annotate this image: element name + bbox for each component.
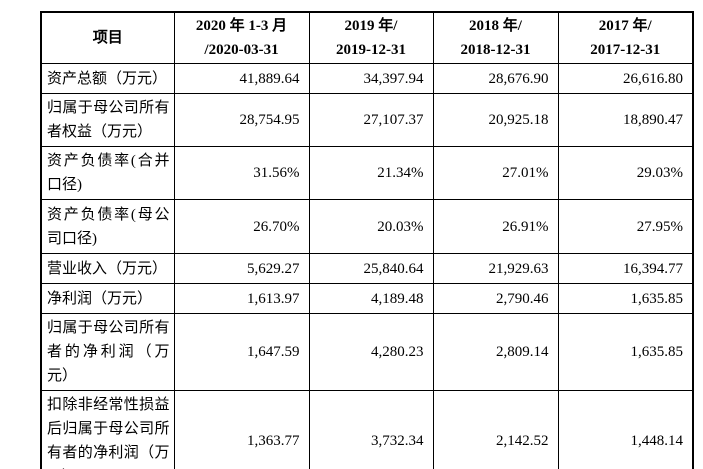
cell-value: 20.03% xyxy=(308,199,434,254)
table-row-total-assets: 资产总额（万元） 41,889.64 34,397.94 28,676.90 2… xyxy=(40,63,694,94)
cell-value: 2,809.14 xyxy=(432,313,559,391)
cell-value: 2,142.52 xyxy=(432,390,559,469)
header-row: 项目 2020 年 1-3 月 /2020-03-31 2019 年/ 2019… xyxy=(40,11,694,64)
table-row-net-profit-excl-nonrecurring: 扣除非经常性损益后归属于母公司所有者的净利润（万元） 1,363.77 3,73… xyxy=(40,390,694,469)
cell-value: 28,754.95 xyxy=(173,93,310,147)
table-row-debt-ratio-parent: 资产负债率(母公司口径) 26.70% 20.03% 26.91% 27.95% xyxy=(40,199,694,254)
cell-value: 20,925.18 xyxy=(432,93,559,147)
table-row-parent-equity: 归属于母公司所有者权益（万元） 28,754.95 27,107.37 20,9… xyxy=(40,93,694,147)
row-label: 归属于母公司所有者权益（万元） xyxy=(40,93,175,147)
cell-value: 1,635.85 xyxy=(557,283,694,314)
financial-summary-table: 项目 2020 年 1-3 月 /2020-03-31 2019 年/ 2019… xyxy=(40,11,694,469)
cell-value: 1,647.59 xyxy=(173,313,310,391)
cell-value: 1,635.85 xyxy=(557,313,694,391)
row-label: 扣除非经常性损益后归属于母公司所有者的净利润（万元） xyxy=(40,390,175,469)
cell-value: 3,732.34 xyxy=(308,390,434,469)
cell-value: 2,790.46 xyxy=(432,283,559,314)
cell-value: 27,107.37 xyxy=(308,93,434,147)
cell-value: 28,676.90 xyxy=(432,63,559,94)
cell-value: 34,397.94 xyxy=(308,63,434,94)
cell-value: 25,840.64 xyxy=(308,253,434,284)
table-row-net-profit: 净利润（万元） 1,613.97 4,189.48 2,790.46 1,635… xyxy=(40,283,694,314)
cell-value: 29.03% xyxy=(557,146,694,200)
cell-value: 27.01% xyxy=(432,146,559,200)
cell-value: 21.34% xyxy=(308,146,434,200)
cell-value: 26.70% xyxy=(173,199,310,254)
table-row-operating-revenue: 营业收入（万元） 5,629.27 25,840.64 21,929.63 16… xyxy=(40,253,694,284)
table-row-debt-ratio-consolidated: 资产负债率(合并口径) 31.56% 21.34% 27.01% 29.03% xyxy=(40,146,694,200)
cell-value: 31.56% xyxy=(173,146,310,200)
table-row-net-profit-parent: 归属于母公司所有者的净利润（万元） 1,647.59 4,280.23 2,80… xyxy=(40,313,694,391)
column-header-2017: 2017 年/ 2017-12-31 xyxy=(557,11,694,64)
row-label: 资产负债率(母公司口径) xyxy=(40,199,175,254)
cell-value: 21,929.63 xyxy=(432,253,559,284)
row-label: 资产负债率(合并口径) xyxy=(40,146,175,200)
row-label: 净利润（万元） xyxy=(40,283,175,314)
row-label: 归属于母公司所有者的净利润（万元） xyxy=(40,313,175,391)
cell-value: 16,394.77 xyxy=(557,253,694,284)
column-header-2019: 2019 年/ 2019-12-31 xyxy=(308,11,434,64)
cell-value: 18,890.47 xyxy=(557,93,694,147)
cell-value: 1,613.97 xyxy=(173,283,310,314)
cell-value: 26.91% xyxy=(432,199,559,254)
cell-value: 27.95% xyxy=(557,199,694,254)
header-item-label: 项目 xyxy=(92,30,123,46)
row-label: 资产总额（万元） xyxy=(40,63,175,94)
cell-value: 4,280.23 xyxy=(308,313,434,391)
cell-value: 1,363.77 xyxy=(173,390,310,469)
column-header-2020q1: 2020 年 1-3 月 /2020-03-31 xyxy=(173,11,310,64)
cell-value: 4,189.48 xyxy=(308,283,434,314)
column-header-item: 项目 xyxy=(40,11,175,64)
cell-value: 41,889.64 xyxy=(173,63,310,94)
column-header-2018: 2018 年/ 2018-12-31 xyxy=(432,11,559,64)
row-label: 营业收入（万元） xyxy=(40,253,175,284)
cell-value: 26,616.80 xyxy=(557,63,694,94)
cell-value: 5,629.27 xyxy=(173,253,310,284)
cell-value: 1,448.14 xyxy=(557,390,694,469)
